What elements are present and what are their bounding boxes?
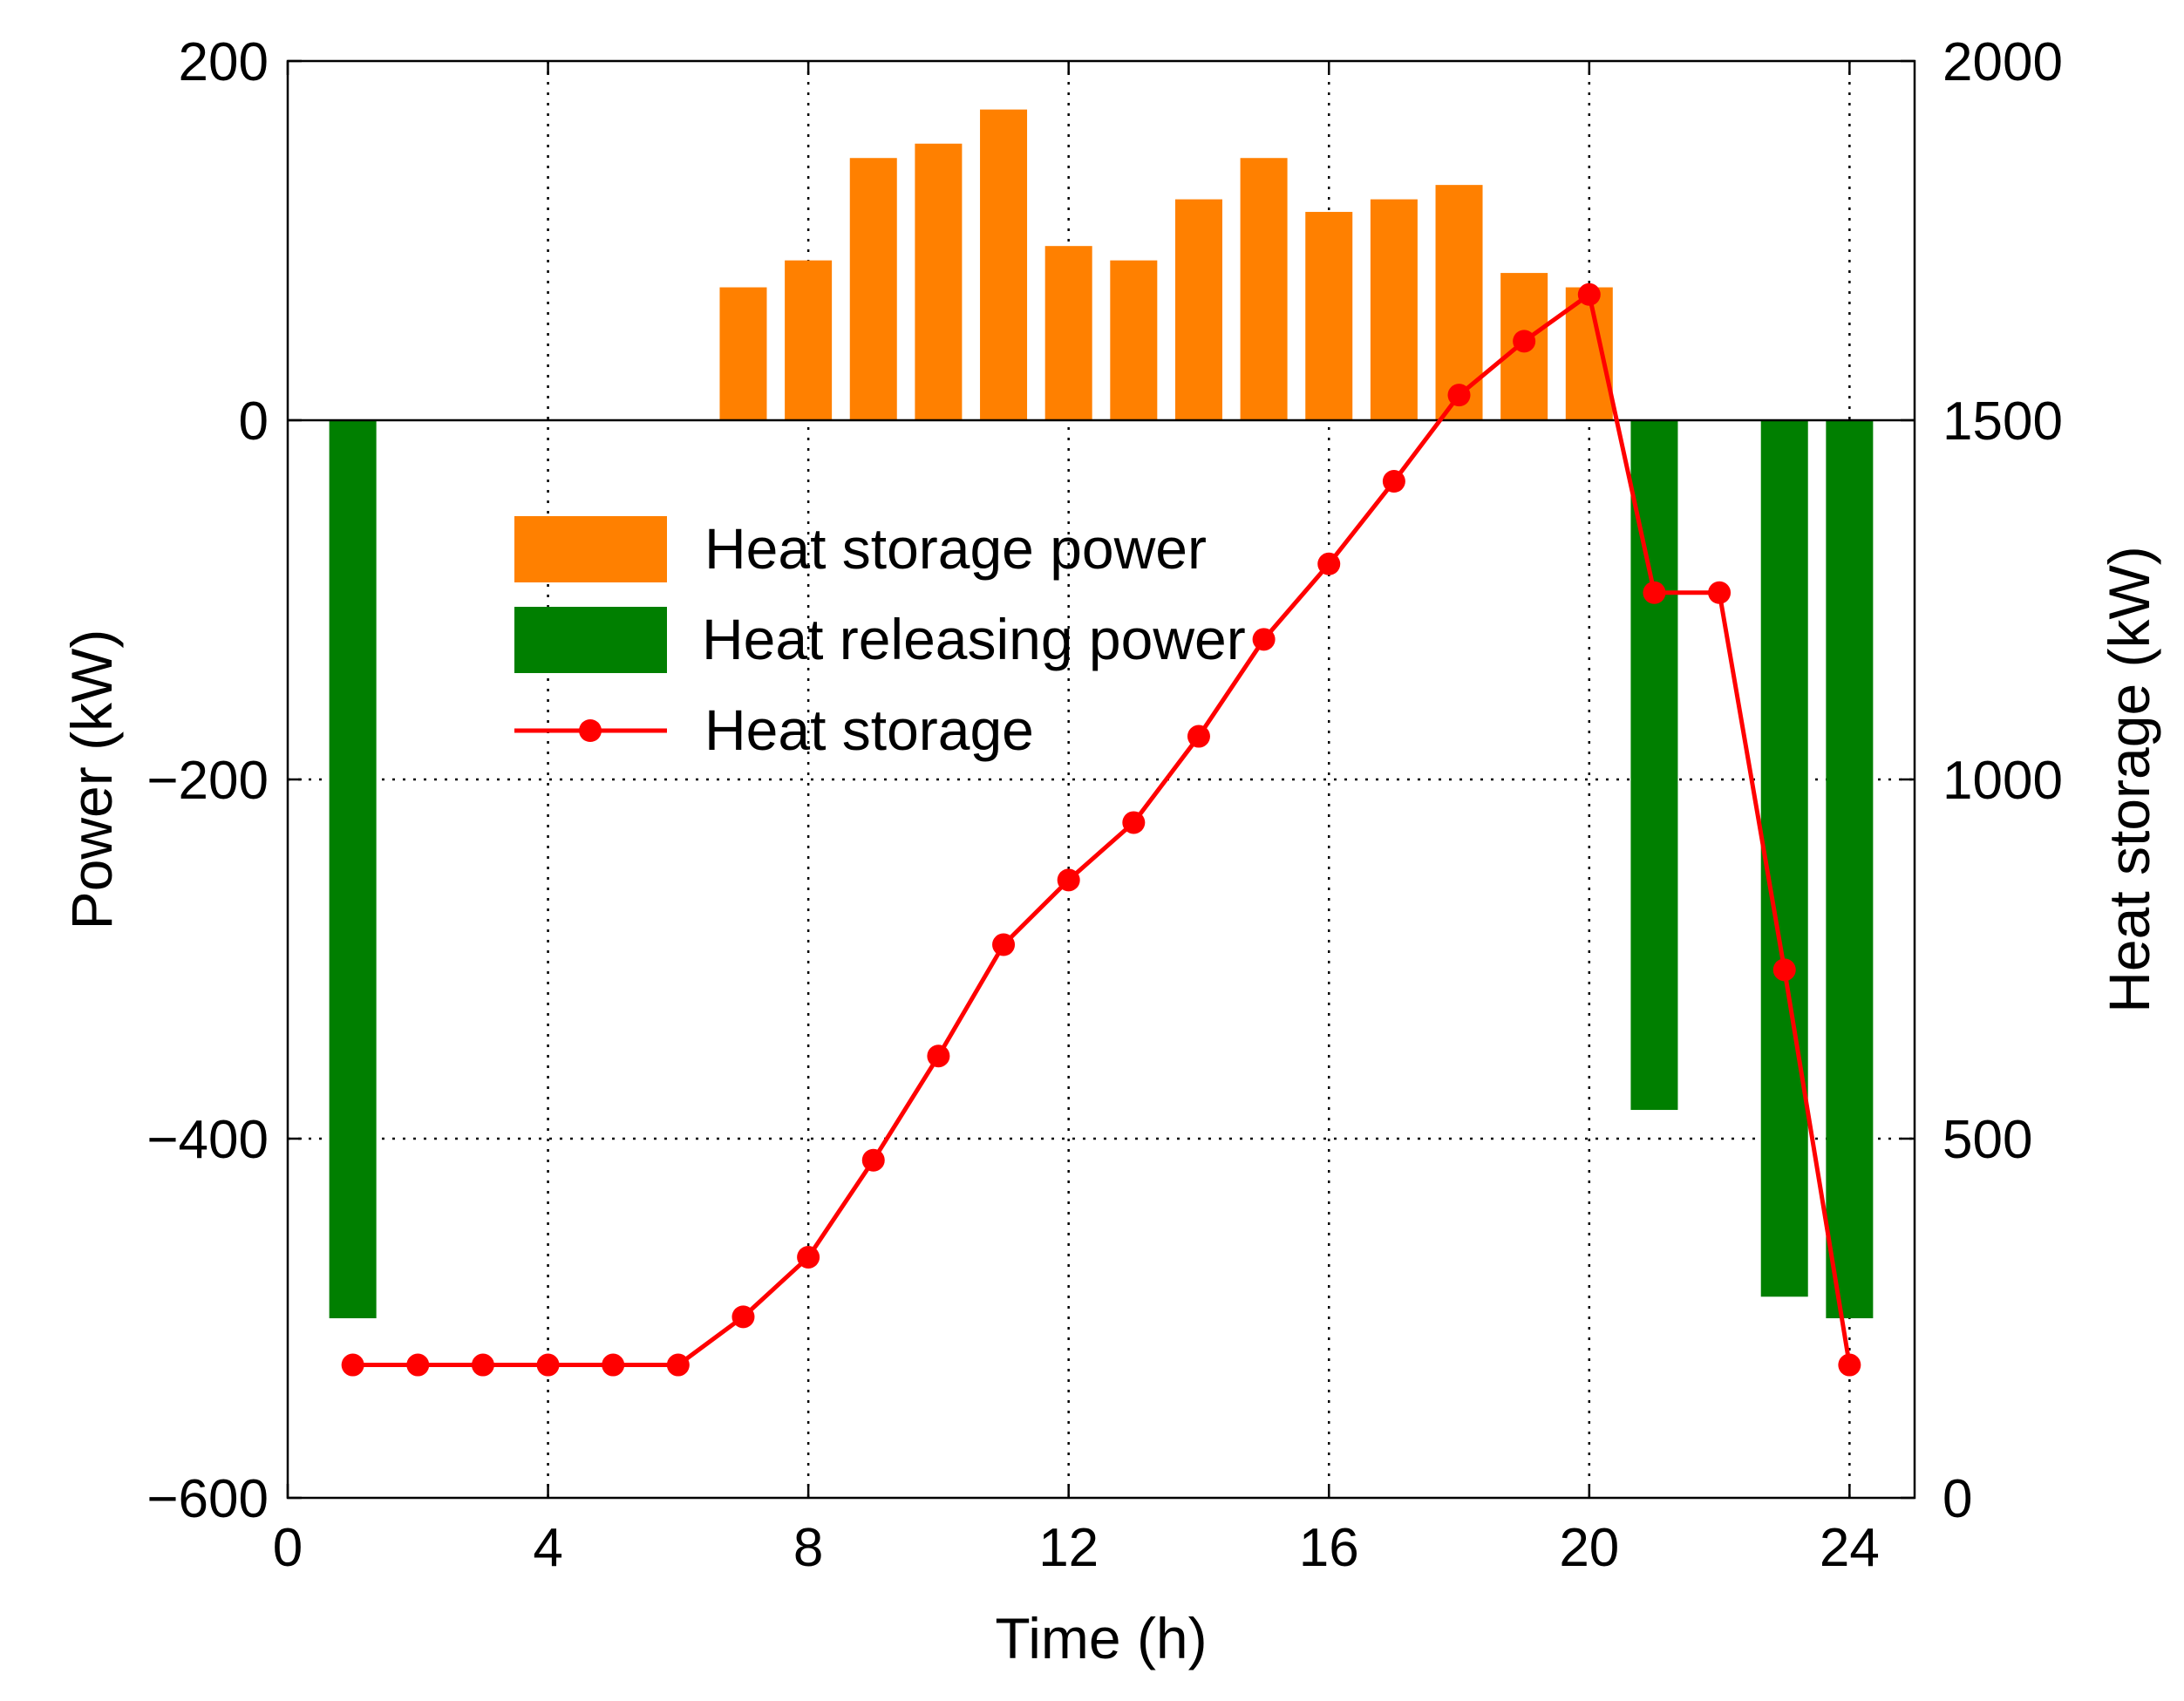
x-tick-label: 24 [1820,1518,1880,1578]
heat-storage-point [1577,282,1601,306]
heat-storage-point [731,1305,755,1329]
heat-storage-line-group [341,282,1861,1377]
heat-storage-point [992,933,1016,956]
heat-storage-point [1317,552,1341,575]
heat-storage-point [861,1148,885,1172]
x-tick-label: 8 [793,1518,823,1578]
heat-storage-point [341,1353,364,1377]
heat-storage-power-bar [1240,158,1288,421]
heat-storage-point [1382,470,1405,493]
legend-label-heat-storage: Heat storage [704,697,1034,762]
heat-storage-point [1708,581,1732,604]
tick-labels: 0 4 8 12 16 20 242000−200−400−6002000150010005… [146,32,2063,1578]
y-tick-right-label: 1500 [1942,391,2063,452]
heat-storage-point [1057,868,1080,892]
legend-label-heat-storage-power: Heat storage power [704,516,1207,581]
x-axis-label: Time (h) [995,1606,1207,1670]
heat-releasing-power-bar [1760,420,1808,1297]
heat-storage-point [1513,330,1536,353]
heat-storage-power-bar [915,143,963,420]
heat-storage-power-bar [1110,260,1158,420]
heat-storage-power-bar [1305,212,1353,420]
heat-storage-point [666,1353,690,1377]
y-tick-right-label: 500 [1942,1110,2032,1170]
heat-storage-point [1772,958,1796,982]
y-tick-left-label: −400 [146,1110,269,1170]
heat-releasing-power-bar [329,420,377,1318]
heat-storage-power-bar [1370,199,1418,420]
heat-storage-power-bar [785,260,833,420]
heat-storage-point [1447,384,1471,407]
y-tick-right-label: 1000 [1942,751,2063,811]
heat-storage-power-bar [849,158,897,421]
heat-storage-point [1838,1353,1861,1377]
heat-storage-point [927,1044,950,1068]
x-tick-label: 20 [1559,1518,1619,1578]
heat-storage-point [471,1353,494,1377]
legend-label-heat-releasing-power: Heat releasing power [702,607,1246,671]
y-tick-left-label: 200 [179,32,269,92]
heat-storage-point [1643,581,1666,604]
heat-storage-power-bar [1565,287,1613,420]
tick-marks [286,59,1915,1500]
heat-storage-point [406,1353,430,1377]
x-tick-label: 0 [273,1518,303,1578]
heat-storage-point [1187,725,1210,748]
y-axis-left-label: Power (kW) [59,629,124,930]
y-axis-right-label: Heat storage (kW) [2097,546,2161,1012]
legend-swatch-heat-storage-power [514,516,667,582]
heat-releasing-power-bar [1826,420,1874,1318]
y-tick-left-label: −600 [146,1469,269,1529]
heat-storage-power-bar [980,109,1028,421]
heat-storage-power-bar [719,287,767,420]
heat-storage-point [602,1353,625,1377]
y-tick-right-label: 0 [1942,1469,1972,1529]
x-tick-label: 12 [1038,1518,1099,1578]
heat-storage-point [797,1245,820,1269]
x-tick-label: 16 [1299,1518,1359,1578]
heat-storage-point [536,1353,560,1377]
legend-swatch-heat-releasing-power [514,607,667,673]
heat-storage-point [1252,628,1276,651]
y-tick-left-label: 0 [239,391,269,452]
heat-releasing-power-bar [1630,420,1678,1111]
heat-storage-power-bar [1174,199,1222,420]
heat-storage-power-bar [1044,246,1092,420]
y-tick-right-label: 2000 [1942,32,2063,92]
heat-storage-point [1122,811,1146,834]
y-tick-left-label: −200 [146,751,269,811]
legend: Heat storage power Heat releasing power … [514,516,1246,762]
x-tick-label: 4 [533,1518,562,1578]
legend-marker-heat-storage [579,719,602,742]
